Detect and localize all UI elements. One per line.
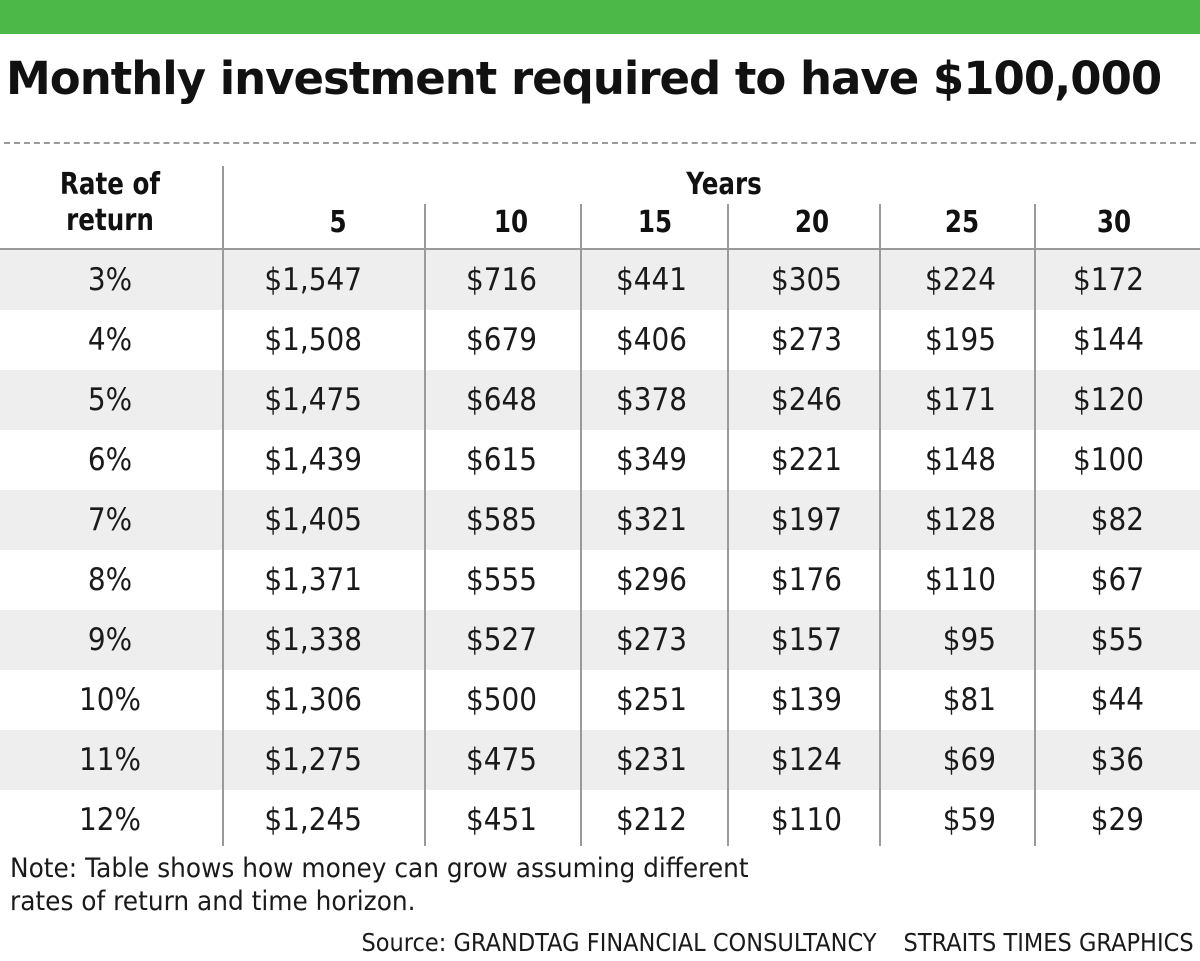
row-band <box>0 490 1200 550</box>
year-column-header: 25 <box>944 205 980 240</box>
value-cell: $500 <box>465 682 537 718</box>
rate-cell: 7% <box>87 502 133 538</box>
rate-cell: 9% <box>87 622 133 658</box>
year-column-header: 15 <box>637 205 673 240</box>
value-cell: $441 <box>615 262 687 298</box>
value-cell: $100 <box>1072 442 1144 478</box>
rate-cell: 8% <box>87 562 133 598</box>
value-cell: $406 <box>615 322 687 358</box>
year-column-header: 30 <box>1096 205 1132 240</box>
value-cell: $475 <box>465 742 537 778</box>
value-cell: $555 <box>465 562 537 598</box>
value-cell: $44 <box>1090 682 1144 718</box>
value-cell: $82 <box>1090 502 1144 538</box>
column-divider <box>424 204 426 846</box>
value-cell: $615 <box>465 442 537 478</box>
value-cell: $110 <box>770 802 842 838</box>
value-cell: $110 <box>924 562 996 598</box>
value-cell: $1,508 <box>264 322 362 358</box>
value-cell: $176 <box>770 562 842 598</box>
value-cell: $1,306 <box>264 682 362 718</box>
value-cell: $1,275 <box>264 742 362 778</box>
value-cell: $81 <box>942 682 996 718</box>
value-cell: $251 <box>615 682 687 718</box>
value-cell: $224 <box>924 262 996 298</box>
column-divider <box>879 204 881 846</box>
value-cell: $1,405 <box>264 502 362 538</box>
year-column-header: 20 <box>794 205 830 240</box>
rate-of-return-header: return <box>66 203 154 238</box>
rate-cell: 10% <box>78 682 142 718</box>
chart-title: Monthly investment required to have $100… <box>6 52 1162 105</box>
rate-cell: 4% <box>87 322 133 358</box>
rate-cell: 11% <box>78 742 142 778</box>
column-divider <box>580 204 582 846</box>
value-cell: $124 <box>770 742 842 778</box>
dashed-divider <box>4 142 1196 144</box>
value-cell: $1,475 <box>264 382 362 418</box>
column-divider <box>222 166 224 846</box>
value-cell: $716 <box>465 262 537 298</box>
rate-cell: 3% <box>87 262 133 298</box>
value-cell: $1,439 <box>264 442 362 478</box>
year-column-header: 5 <box>329 205 347 240</box>
value-cell: $95 <box>942 622 996 658</box>
value-cell: $36 <box>1090 742 1144 778</box>
rate-cell: 12% <box>78 802 142 838</box>
source-text: Source: GRANDTAG FINANCIAL CONSULTANCY <box>361 928 877 957</box>
value-cell: $144 <box>1072 322 1144 358</box>
value-cell: $212 <box>615 802 687 838</box>
row-band <box>0 610 1200 670</box>
source-line: Source: GRANDTAG FINANCIAL CONSULTANCY ST… <box>362 928 1194 958</box>
value-cell: $128 <box>924 502 996 538</box>
value-cell: $321 <box>615 502 687 538</box>
top-accent-bar <box>0 0 1200 34</box>
value-cell: $273 <box>615 622 687 658</box>
rate-of-return-header: Rate of <box>59 167 161 202</box>
value-cell: $246 <box>770 382 842 418</box>
value-cell: $148 <box>924 442 996 478</box>
table-note: Note: Table shows how money can grow ass… <box>10 853 749 917</box>
value-cell: $171 <box>924 382 996 418</box>
value-cell: $1,371 <box>264 562 362 598</box>
value-cell: $195 <box>924 322 996 358</box>
value-cell: $67 <box>1090 562 1144 598</box>
column-divider <box>1034 204 1036 846</box>
value-cell: $648 <box>465 382 537 418</box>
value-cell: $59 <box>942 802 996 838</box>
value-cell: $349 <box>615 442 687 478</box>
value-cell: $527 <box>465 622 537 658</box>
column-divider <box>727 204 729 846</box>
value-cell: $273 <box>770 322 842 358</box>
value-cell: $157 <box>770 622 842 658</box>
header-divider <box>0 248 1200 250</box>
value-cell: $29 <box>1090 802 1144 838</box>
value-cell: $1,547 <box>264 262 362 298</box>
rate-cell: 6% <box>87 442 133 478</box>
value-cell: $1,338 <box>264 622 362 658</box>
row-band <box>0 250 1200 310</box>
value-cell: $139 <box>770 682 842 718</box>
value-cell: $296 <box>615 562 687 598</box>
value-cell: $55 <box>1090 622 1144 658</box>
row-band <box>0 730 1200 790</box>
value-cell: $172 <box>1072 262 1144 298</box>
value-cell: $305 <box>770 262 842 298</box>
credit-text: STRAITS TIMES GRAPHICS <box>903 928 1194 957</box>
year-column-header: 10 <box>493 205 529 240</box>
value-cell: $679 <box>465 322 537 358</box>
value-cell: $120 <box>1072 382 1144 418</box>
value-cell: $378 <box>615 382 687 418</box>
value-cell: $221 <box>770 442 842 478</box>
value-cell: $451 <box>465 802 537 838</box>
value-cell: $231 <box>615 742 687 778</box>
rate-cell: 5% <box>87 382 133 418</box>
value-cell: $585 <box>465 502 537 538</box>
row-band <box>0 370 1200 430</box>
years-header: Years <box>686 167 762 202</box>
value-cell: $1,245 <box>264 802 362 838</box>
value-cell: $69 <box>942 742 996 778</box>
value-cell: $197 <box>770 502 842 538</box>
